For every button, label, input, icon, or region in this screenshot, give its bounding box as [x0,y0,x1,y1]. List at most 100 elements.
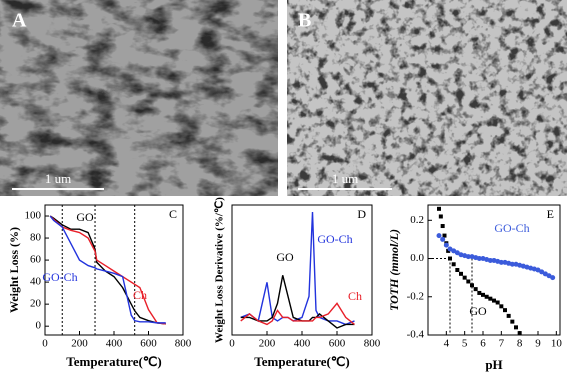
x-tick-label: 200 [71,338,88,350]
panel-label: C [169,207,177,221]
x-tick-label: 0 [229,338,235,350]
x-tick-label: 400 [294,338,311,350]
x-tick-label: 8 [517,338,523,350]
point [487,257,493,263]
series-line [240,302,355,326]
annotation: Ch [133,288,147,302]
y-tick-label: 0 [36,320,42,332]
point [440,236,446,242]
x-tick-label: 7 [499,338,505,350]
x-tick-label: 9 [535,338,541,350]
point [539,269,545,275]
y-tick-label: 0.0 [410,252,424,264]
point [462,275,467,280]
x-tick-label: 0 [42,338,48,350]
annotation: GO-Ch [494,221,529,235]
point [535,267,541,273]
point [437,206,441,211]
x-tick-label: 4 [444,338,450,350]
annotation: GO-Ch [42,270,77,284]
y-axis-label: TOTH (mmol/L) [387,229,401,311]
plot-frame [427,204,561,336]
x-tick-label: 5 [462,338,468,350]
x-tick-label: 800 [364,338,381,350]
point [481,292,485,297]
point [440,224,445,229]
x-tick-label: 600 [140,338,157,350]
point [459,271,463,276]
x-tick-label: 800 [175,338,192,350]
point [546,273,552,279]
series-line [240,211,355,326]
point [473,287,478,292]
point [476,256,482,262]
point [517,331,522,336]
x-tick-label: 6 [480,338,486,350]
point [495,300,500,305]
point [503,308,507,313]
series-line [49,215,166,324]
sem-texture [0,0,278,196]
point [499,304,504,309]
point [550,275,556,281]
x-axis-label: Temperature(℃) [254,354,349,369]
series-line [49,215,166,325]
point [498,259,504,265]
point [514,325,518,330]
y-tick-label: 100 [25,210,42,222]
scale-label: 1 um [45,171,71,186]
y-tick-label: 40 [30,276,42,288]
point [488,296,493,301]
point [451,248,457,254]
sem-texture [287,0,567,196]
annotation: GO [276,250,294,264]
point [506,313,511,318]
point [542,271,548,277]
annotation: GO [469,304,487,318]
annotation: GO [76,210,94,224]
point [447,246,453,252]
panel-b: B 1 um [287,0,567,196]
panel-label: B [298,10,311,32]
point [438,214,443,219]
y-axis-label: Weight Loss (%) [7,227,21,313]
y-tick-label: 20 [30,298,42,310]
y-tick-label: 80 [30,232,42,244]
point [454,250,460,256]
point [484,294,489,299]
point [436,233,442,239]
point [451,262,456,267]
point [443,242,449,248]
y-tick-label: -0.2 [407,290,424,302]
y-tick-label: 60 [30,254,42,266]
panel-a: A 1 um [0,0,278,196]
scale-label: 1 um [332,171,358,186]
x-axis-label: Temperature(℃) [66,354,161,369]
panel-label: D [357,207,366,221]
point [466,279,471,284]
y-axis-label: Weight Loss Derivative (%/℃) [214,197,226,343]
x-tick-label: 600 [329,338,346,350]
x-tick-label: 10 [551,338,563,350]
panel-label: E [547,207,554,221]
y-tick-label: -0.4 [407,329,425,341]
annotation: GO-Ch [317,232,352,246]
series-line [240,275,355,329]
point [509,261,515,267]
point [455,268,460,272]
point [446,248,451,253]
point [470,283,474,288]
point [510,319,515,324]
point [465,254,471,260]
annotation: Ch [348,289,362,303]
point [442,233,447,238]
point [448,256,452,261]
x-tick-label: 200 [259,338,276,350]
y-tick-label: 0.2 [410,214,424,226]
point [492,298,496,303]
x-tick-label: 400 [106,338,123,350]
x-axis-label: pH [485,357,502,372]
panel-label: A [12,10,27,32]
point [477,290,482,295]
